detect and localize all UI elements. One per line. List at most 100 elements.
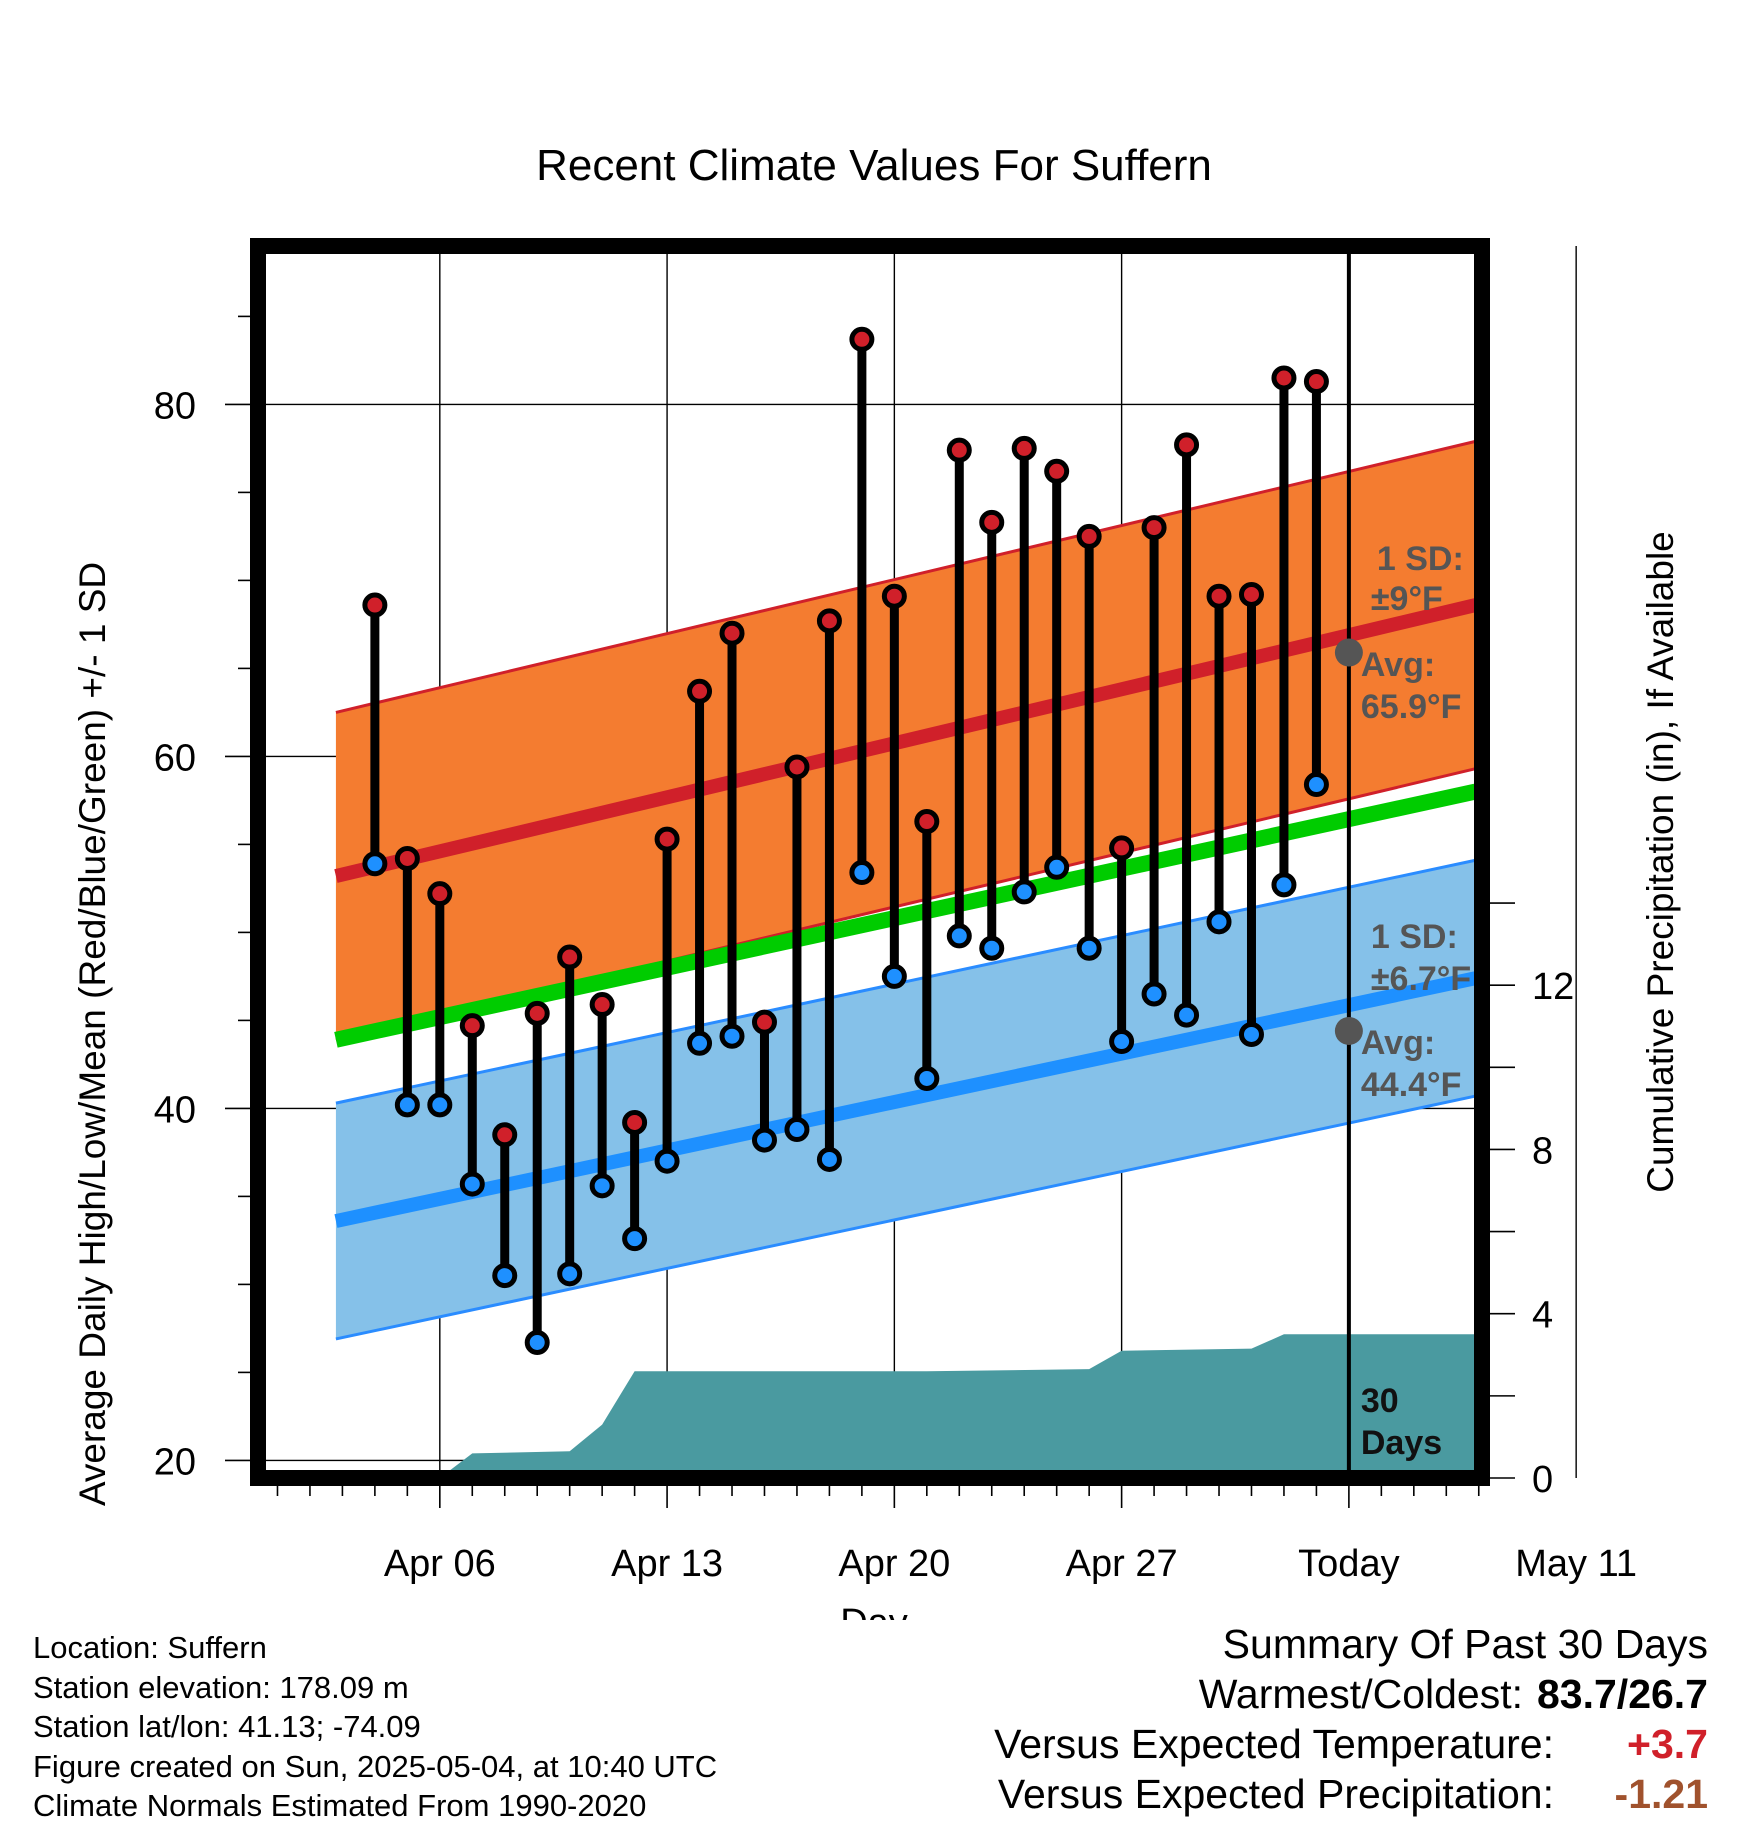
precipitation-area <box>439 1334 1476 1478</box>
low-sd-value: ±6.7°F <box>1371 960 1471 998</box>
high-point <box>1141 515 1167 541</box>
low-point <box>427 1092 453 1118</box>
high-point <box>751 1009 777 1035</box>
high-point <box>622 1109 648 1135</box>
high-point <box>1303 369 1329 395</box>
low-point <box>654 1148 680 1174</box>
high-point <box>1271 365 1297 391</box>
y2-tick-label: 4 <box>1532 1295 1553 1337</box>
low-point <box>492 1263 518 1289</box>
x-tick-label: Apr 06 <box>384 1543 496 1585</box>
low-point <box>719 1023 745 1049</box>
low-point <box>1174 1002 1200 1028</box>
low-point <box>394 1092 420 1118</box>
high-point <box>654 826 680 852</box>
x-tick-label: Apr 27 <box>1066 1543 1178 1585</box>
high-point <box>1206 583 1232 609</box>
plot-frame <box>250 238 1490 1486</box>
low-point <box>687 1030 713 1056</box>
high-point <box>1076 523 1102 549</box>
low-point <box>1076 935 1102 961</box>
high-point <box>557 944 583 970</box>
y-tick-label: 40 <box>154 1089 196 1131</box>
low-point <box>459 1171 485 1197</box>
temp-anomaly-label: Versus Expected Temperature: <box>994 1721 1554 1767</box>
precip-anomaly-row: Versus Expected Precipitation: -1.21 <box>994 1769 1708 1819</box>
low-point <box>1141 981 1167 1007</box>
high-point <box>816 608 842 634</box>
normals-text: Climate Normals Estimated From 1990-2020 <box>33 1788 647 1823</box>
low-point <box>979 935 1005 961</box>
high-point <box>687 678 713 704</box>
y-tick-label: 20 <box>154 1441 196 1483</box>
y2-tick-label: 8 <box>1532 1130 1553 1172</box>
high-point <box>362 592 388 618</box>
low-avg-marker <box>1334 1016 1363 1045</box>
warmest-coldest-row: Warmest/Coldest: 83.7/26.7 <box>994 1669 1708 1719</box>
low-point <box>751 1127 777 1153</box>
high-point <box>1109 835 1135 861</box>
y2-tick-label: 0 <box>1532 1459 1553 1501</box>
y-tick-label: 60 <box>154 737 196 779</box>
low-point <box>914 1065 940 1091</box>
precip-anomaly-label: Versus Expected Precipitation: <box>997 1771 1554 1817</box>
low-point <box>784 1117 810 1143</box>
x-axis-label: Day <box>840 1602 908 1620</box>
high-point <box>946 437 972 463</box>
low-band-lower-edge <box>335 1094 1476 1341</box>
high-avg-value: 65.9°F <box>1361 688 1462 726</box>
high-point <box>1238 581 1264 607</box>
warmest-coldest-label: Warmest/Coldest: <box>1198 1671 1523 1717</box>
low-sd-label: 1 SD: <box>1371 918 1458 956</box>
days-word-label: Days <box>1361 1424 1442 1462</box>
summary-title: Summary Of Past 30 Days <box>1222 1621 1708 1667</box>
low-point <box>1044 854 1070 880</box>
chart-title: Recent Climate Values For Suffern <box>536 141 1212 190</box>
high-avg-label: Avg: <box>1361 646 1435 684</box>
low-point <box>881 963 907 989</box>
y2-tick-label: 12 <box>1532 966 1574 1008</box>
low-point <box>849 860 875 886</box>
location-text: Location: Suffern <box>33 1630 267 1665</box>
temp-anomaly-row: Versus Expected Temperature: +3.7 <box>994 1719 1708 1769</box>
low-normal-line <box>334 971 1477 1228</box>
station-info: Location: Suffern Station elevation: 178… <box>33 1628 717 1826</box>
low-point <box>622 1226 648 1252</box>
elevation-text: Station elevation: 178.09 m <box>33 1669 409 1705</box>
created-text: Figure created on Sun, 2025-05-04, at 10… <box>33 1748 718 1784</box>
high-point <box>589 992 615 1018</box>
high-point <box>1011 435 1037 461</box>
x-tick-label: Today <box>1298 1543 1399 1585</box>
low-point <box>557 1261 583 1287</box>
y-axis-label: Average Daily High/Low/Mean (Red/Blue/Gr… <box>72 562 113 1506</box>
low-point <box>524 1329 550 1355</box>
high-point <box>719 620 745 646</box>
climate-chart: Recent Climate Values For Suffern 1 SD: ±… <box>72 141 1681 1620</box>
low-point <box>946 923 972 949</box>
days-count-label: 30 <box>1361 1382 1399 1420</box>
high-avg-marker <box>1334 638 1363 667</box>
low-band-upper-edge <box>335 858 1476 1105</box>
x-tick-label: Apr 20 <box>838 1543 950 1585</box>
high-point <box>1044 458 1070 484</box>
latlon-text: Station lat/lon: 41.13; -74.09 <box>33 1709 421 1744</box>
low-point <box>1271 872 1297 898</box>
precip-anomaly-value: -1.21 <box>1614 1771 1708 1817</box>
low-avg-label: Avg: <box>1361 1024 1435 1062</box>
x-tick-label: Apr 13 <box>611 1543 723 1585</box>
warmest-coldest-value: 83.7/26.7 <box>1537 1671 1708 1717</box>
low-point <box>1011 879 1037 905</box>
low-point <box>1303 772 1329 798</box>
high-point <box>394 845 420 871</box>
high-point <box>1174 432 1200 458</box>
temp-anomaly-value: +3.7 <box>1627 1721 1708 1767</box>
low-point <box>816 1146 842 1172</box>
y-tick-label: 80 <box>154 385 196 427</box>
low-point <box>362 851 388 877</box>
high-sd-value: ±9°F <box>1371 580 1443 618</box>
high-point <box>979 509 1005 535</box>
high-point <box>784 754 810 780</box>
high-point <box>427 881 453 907</box>
high-point <box>881 583 907 609</box>
